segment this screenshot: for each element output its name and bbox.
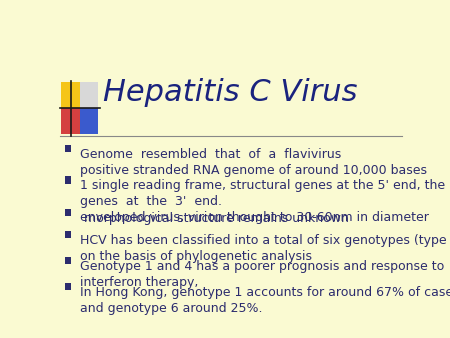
FancyBboxPatch shape — [65, 231, 71, 238]
Text: Genotype 1 and 4 has a poorer prognosis and response to
interferon therapy,: Genotype 1 and 4 has a poorer prognosis … — [80, 260, 444, 289]
Text: HCV has been classified into a total of six genotypes (type 1 to 6)
on the basis: HCV has been classified into a total of … — [80, 234, 450, 263]
FancyBboxPatch shape — [65, 283, 71, 290]
FancyBboxPatch shape — [62, 108, 80, 134]
FancyBboxPatch shape — [80, 82, 98, 108]
Text: Hepatitis C Virus: Hepatitis C Virus — [104, 78, 358, 107]
FancyBboxPatch shape — [80, 108, 98, 134]
FancyBboxPatch shape — [65, 257, 71, 264]
Text: morphological structure remains unknown: morphological structure remains unknown — [80, 212, 349, 225]
FancyBboxPatch shape — [65, 145, 71, 152]
FancyBboxPatch shape — [65, 209, 71, 216]
FancyBboxPatch shape — [62, 82, 80, 108]
FancyBboxPatch shape — [65, 176, 71, 184]
Text: In Hong Kong, genotype 1 accounts for around 67% of cases
and genotype 6 around : In Hong Kong, genotype 1 accounts for ar… — [80, 286, 450, 315]
Text: 1 single reading frame, structural genes at the 5' end, the non-structural
genes: 1 single reading frame, structural genes… — [80, 179, 450, 224]
Text: Genome  resembled  that  of  a  flavivirus
positive stranded RNA genome of aroun: Genome resembled that of a flavivirus po… — [80, 148, 427, 177]
